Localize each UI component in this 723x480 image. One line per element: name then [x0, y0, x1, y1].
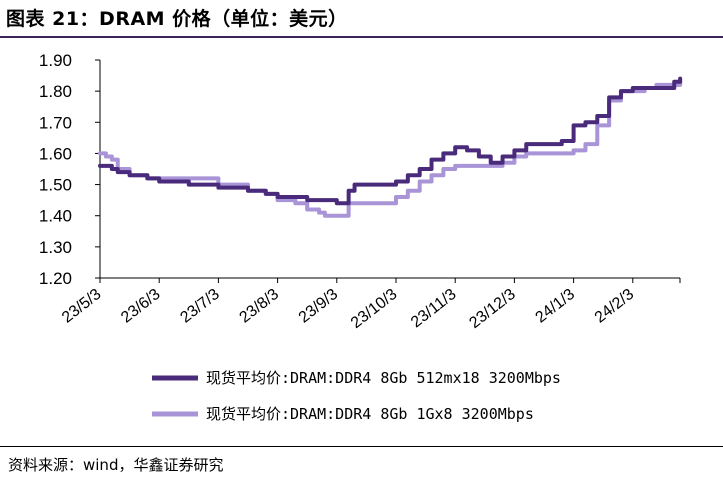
x-tick-label: 23/8/3 [237, 286, 283, 327]
y-tick-label: 1.20 [39, 269, 72, 288]
chart-title: 图表 21：DRAM 价格（单位：美元） [6, 8, 348, 30]
y-tick-label: 1.70 [39, 113, 72, 132]
y-tick-label: 1.90 [39, 51, 72, 70]
x-tick-label: 23/10/3 [348, 286, 401, 332]
chart-series-layer [98, 76, 683, 218]
series-line-2 [98, 79, 683, 218]
x-tick-label: 23/5/3 [59, 286, 105, 327]
x-tick-label: 24/1/3 [533, 286, 579, 327]
y-tick-label: 1.30 [39, 238, 72, 257]
y-tick-label: 1.40 [39, 207, 72, 226]
x-tick-label: 23/9/3 [296, 286, 342, 327]
x-tick-label: 23/12/3 [466, 286, 519, 332]
x-tick-label: 23/6/3 [118, 286, 164, 327]
legend-label-1: 现货平均价:DRAM:DDR4 8Gb 512mx18 3200Mbps [206, 369, 561, 387]
y-tick-label: 1.60 [39, 144, 72, 163]
chart-legend: 现货平均价:DRAM:DDR4 8Gb 512mx18 3200Mbps 现货平均… [152, 369, 561, 423]
source-rule [0, 446, 723, 447]
source-note: 资料来源：wind，华鑫证券研究 [8, 456, 224, 474]
x-tick-label: 23/11/3 [408, 286, 460, 332]
x-tick-label: 24/2/3 [592, 286, 638, 327]
title-rule [0, 36, 723, 38]
chart-axes: 1.20 1.30 1.40 1.50 1.60 1.70 1.80 1.90 23/5/3 23… [39, 51, 681, 332]
y-tick-label: 1.80 [39, 82, 72, 101]
x-tick-label: 23/7/3 [177, 286, 223, 327]
series-line-1 [98, 76, 683, 206]
legend-label-2: 现货平均价:DRAM:DDR4 8Gb 1Gx8 3200Mbps [206, 405, 534, 423]
y-tick-label: 1.50 [39, 176, 72, 195]
